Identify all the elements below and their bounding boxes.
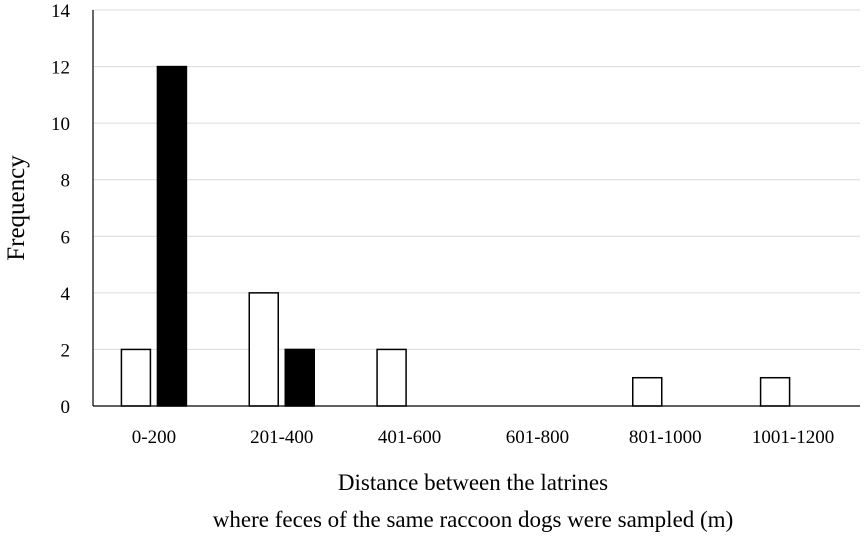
bar-series1-801-1000 bbox=[632, 376, 663, 407]
bar-series2-0-200 bbox=[156, 65, 188, 407]
x-tick-label: 801-1000 bbox=[629, 427, 702, 448]
bar-series2-201-400 bbox=[284, 348, 315, 407]
y-tick-labels: 0 2 4 6 8 10 12 14 bbox=[51, 1, 71, 418]
y-tick-label: 12 bbox=[51, 58, 70, 79]
y-tick-label: 14 bbox=[51, 1, 71, 22]
axes bbox=[92, 10, 860, 407]
y-tick-label: 10 bbox=[51, 114, 70, 135]
x-tick-label: 601-800 bbox=[506, 427, 569, 448]
y-tick-label: 4 bbox=[61, 284, 71, 305]
x-tick-label: 401-600 bbox=[378, 427, 441, 448]
bar-series1-1001-1200 bbox=[759, 376, 791, 407]
x-tick-label: 0-200 bbox=[132, 427, 176, 448]
x-tick-label: 1001-1200 bbox=[752, 427, 834, 448]
y-tick-label: 6 bbox=[61, 227, 71, 248]
y-axis-title: Frequency bbox=[3, 155, 30, 261]
y-tick-label: 8 bbox=[61, 171, 71, 192]
bars bbox=[120, 65, 791, 407]
gridlines bbox=[93, 9, 860, 350]
x-axis-title-line-2: where feces of the same raccoon dogs wer… bbox=[213, 507, 733, 532]
y-tick-label: 0 bbox=[61, 397, 71, 418]
bar-series1-401-600 bbox=[376, 348, 407, 407]
x-tick-label: 201-400 bbox=[250, 427, 313, 448]
bar-series1-201-400 bbox=[248, 292, 279, 407]
x-tick-labels: 0-200 201-400 401-600 601-800 801-1000 1001-1… bbox=[132, 427, 834, 448]
bar-series1-0-200 bbox=[120, 348, 152, 407]
x-axis-title-line-1: Distance between the latrines bbox=[338, 470, 608, 495]
y-tick-label: 2 bbox=[61, 340, 71, 361]
